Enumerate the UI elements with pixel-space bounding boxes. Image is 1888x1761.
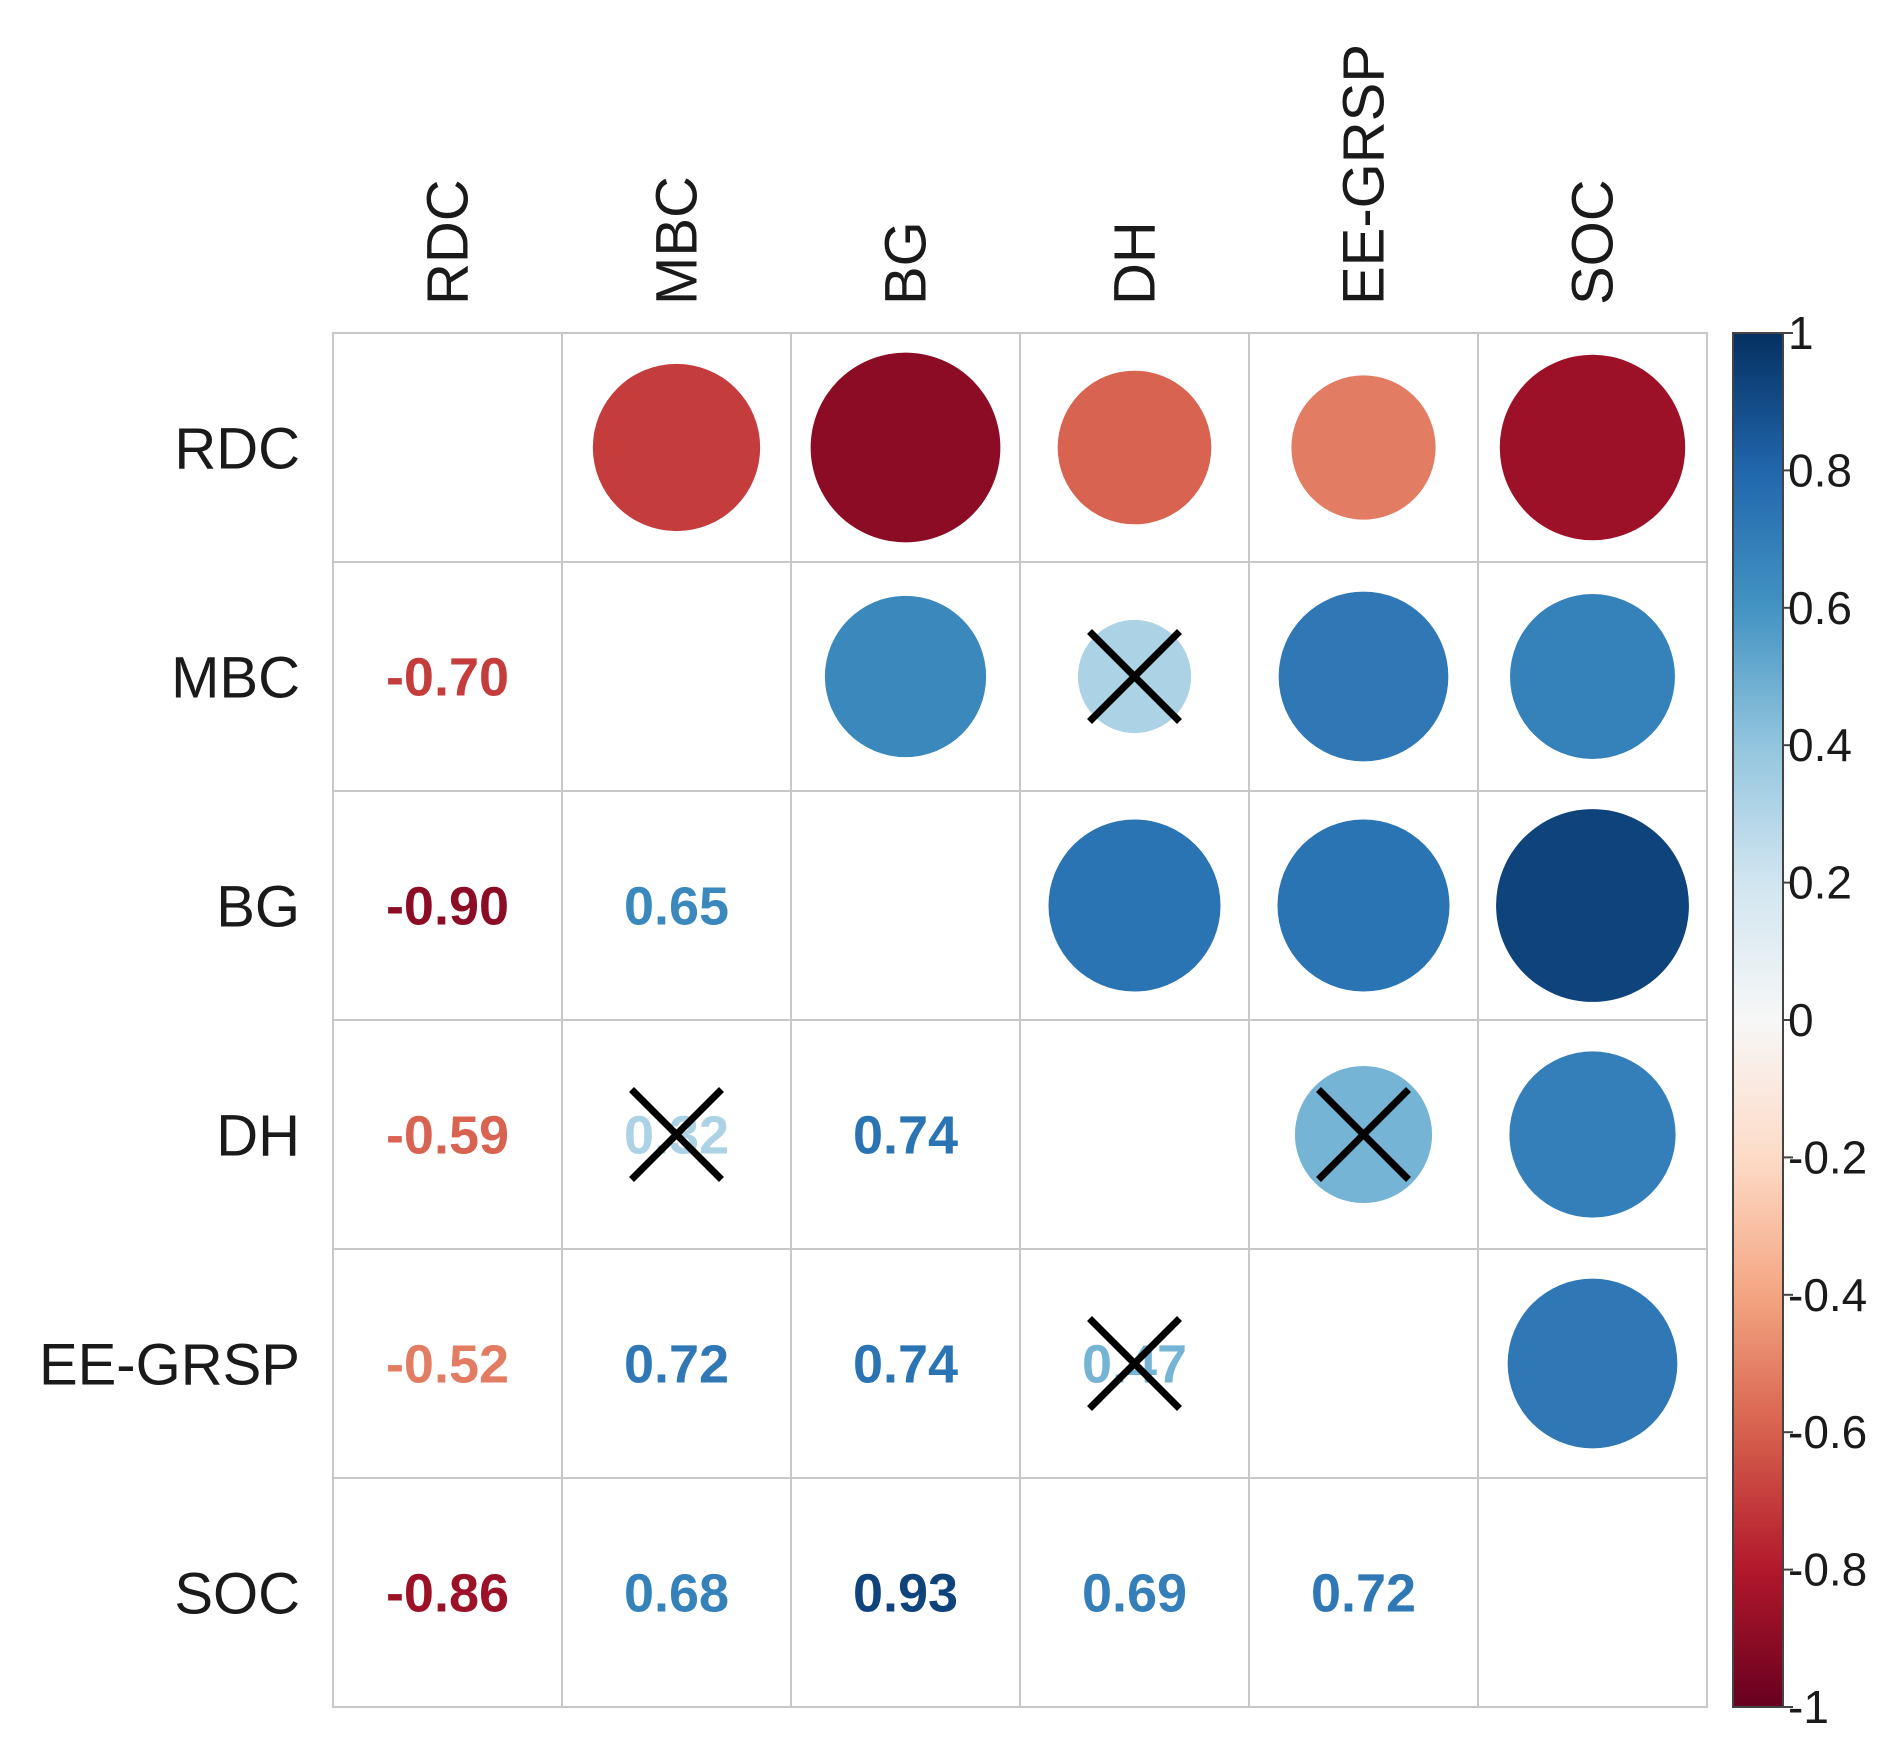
correlation-coefficient: -0.90 <box>386 877 509 937</box>
correlation-circle <box>1057 370 1212 525</box>
row-label: RDC <box>174 417 300 482</box>
colorbar-tick-label: -0.6 <box>1788 1406 1867 1458</box>
correlation-circle <box>1277 819 1450 992</box>
correlation-circle <box>1496 809 1689 1002</box>
correlation-circle <box>1499 354 1686 541</box>
matrix-cell <box>1477 1477 1708 1708</box>
row-label: BG <box>216 875 300 940</box>
column-label: SOC <box>1561 179 1626 305</box>
matrix-cell <box>561 1248 792 1479</box>
insignificant-cross-mark <box>1087 1316 1182 1411</box>
correlation-circle <box>1278 591 1449 762</box>
correlation-coefficient: 0.68 <box>624 1564 729 1624</box>
colorbar-tick-label: -1 <box>1788 1681 1829 1733</box>
correlation-circle <box>810 352 1001 543</box>
correlation-coefficient: 0.93 <box>853 1564 958 1624</box>
matrix-cell <box>790 1477 1021 1708</box>
column-label: RDC <box>416 179 481 305</box>
circle-layer <box>592 352 1689 1449</box>
matrix-cell <box>790 1248 1021 1479</box>
correlation-coefficient: 0.74 <box>853 1106 958 1166</box>
correlation-coefficient: 0.69 <box>1082 1564 1187 1624</box>
matrix-cell <box>332 1248 563 1479</box>
correlation-circle <box>824 595 987 758</box>
matrix-grid <box>332 332 1708 1708</box>
correlation-coefficient: -0.59 <box>386 1106 509 1166</box>
matrix-cell <box>332 332 563 563</box>
row-label: DH <box>216 1104 300 1169</box>
variable-labels: RDC MBC BG DH EE-GRSP SOC RDC MBC BG DH EE-GRSP SOC <box>39 44 1626 1627</box>
matrix-cell <box>790 790 1021 1021</box>
coefficient-layer: -0.70-0.900.65-0.590.320.74-0.520.720.74… <box>386 648 1416 1624</box>
colorbar-tick-label: 0.8 <box>1788 444 1852 496</box>
column-label: EE-GRSP <box>1332 44 1397 305</box>
matrix-cell <box>561 790 792 1021</box>
insignificant-cross-mark <box>1087 629 1182 724</box>
row-label: MBC <box>171 646 300 711</box>
correlation-circle <box>1510 594 1675 759</box>
correlation-coefficient: -0.70 <box>386 648 509 708</box>
matrix-cell <box>790 1019 1021 1250</box>
matrix-cell <box>561 561 792 792</box>
correlation-circle <box>1507 1278 1678 1449</box>
correlation-circle <box>592 363 761 532</box>
colorbar-gradient <box>1732 332 1784 1708</box>
correlation-circle <box>1048 819 1221 992</box>
matrix-cell <box>1248 1248 1479 1479</box>
matrix-cell <box>1019 1477 1250 1708</box>
row-label: EE-GRSP <box>39 1333 300 1398</box>
matrix-cell <box>332 561 563 792</box>
matrix-cell <box>561 1477 792 1708</box>
colorbar-tick-label: 0.6 <box>1788 582 1852 634</box>
correlation-circle <box>1509 1051 1676 1218</box>
colorbar-tick-label: 0.4 <box>1788 719 1852 771</box>
colorbar-tick-label: 0 <box>1788 994 1814 1046</box>
column-label: BG <box>874 221 939 305</box>
row-label: SOC <box>174 1562 300 1627</box>
column-label: MBC <box>645 176 710 305</box>
correlation-coefficient: 0.65 <box>624 877 729 937</box>
column-label: DH <box>1103 221 1168 305</box>
colorbar: 1 0.8 0.6 0.4 0.2 0 -0.2 -0.4 -0.6 -0.8 -1 <box>1732 307 1867 1733</box>
insignificant-cross-mark <box>629 1087 724 1182</box>
correlation-coefficient: 0.72 <box>1311 1564 1416 1624</box>
matrix-cell <box>1019 1019 1250 1250</box>
colorbar-tick-label: -0.4 <box>1788 1269 1867 1321</box>
matrix-cell <box>332 1019 563 1250</box>
correlation-circle <box>1291 375 1436 520</box>
correlation-coefficient: 0.72 <box>624 1335 729 1395</box>
insignificant-cross-mark <box>1316 1087 1411 1182</box>
correlation-coefficient: -0.86 <box>386 1564 509 1624</box>
colorbar-tick-label: -0.8 <box>1788 1544 1867 1596</box>
correlation-coefficient: 0.74 <box>853 1335 958 1395</box>
colorbar-tick-label: 0.2 <box>1788 857 1852 909</box>
colorbar-tick-label: 1 <box>1788 307 1814 359</box>
colorbar-tick-label: -0.2 <box>1788 1131 1867 1183</box>
correlation-coefficient: -0.52 <box>386 1335 509 1395</box>
